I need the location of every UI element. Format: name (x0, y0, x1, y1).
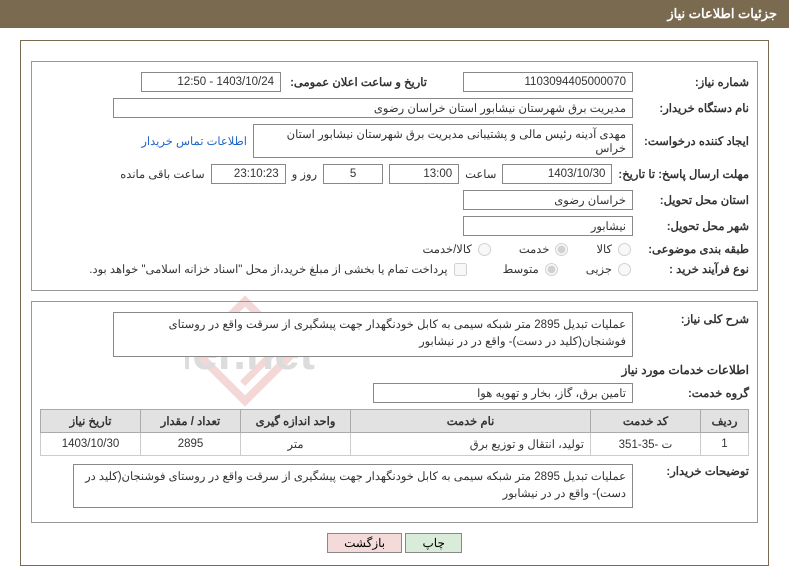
main-container: AriaTender.net شماره نیاز: 1103094405000… (20, 40, 769, 566)
overall-desc-label: شرح کلی نیاز: (639, 312, 749, 326)
process-label: نوع فرآیند خرید : (639, 262, 749, 276)
col-qty: تعداد / مقدار (141, 409, 241, 432)
days-remaining: 5 (323, 164, 383, 184)
radio-goods-service (478, 243, 491, 256)
col-unit: واحد اندازه گیری (241, 409, 351, 432)
col-code: کد خدمت (591, 409, 701, 432)
category-label: طبقه بندی موضوعی: (639, 242, 749, 256)
need-number-label: شماره نیاز: (639, 75, 749, 89)
process-minor: جزیی (586, 262, 633, 276)
cell-row: 1 (701, 432, 749, 455)
category-service: خدمت (519, 242, 571, 256)
payment-checkbox (454, 263, 467, 276)
page-title: جزئیات اطلاعات نیاز (667, 6, 777, 21)
radio-medium-label: متوسط (503, 262, 539, 276)
announce-label: تاریخ و ساعت اعلان عمومی: (287, 75, 427, 89)
province: خراسان رضوی (463, 190, 633, 210)
page-header: جزئیات اطلاعات نیاز (0, 0, 789, 28)
buyer-notes-label: توضیحات خریدار: (639, 464, 749, 478)
col-date: تاریخ نیاز (41, 409, 141, 432)
back-button[interactable]: بازگشت (327, 533, 402, 553)
col-row: ردیف (701, 409, 749, 432)
service-group-label: گروه خدمت: (639, 386, 749, 400)
service-group: تامین برق، گاز، بخار و تهویه هوا (373, 383, 633, 403)
print-button[interactable]: چاپ (405, 533, 461, 553)
radio-goods (618, 243, 631, 256)
deadline-time: 13:00 (389, 164, 459, 184)
radio-medium (545, 263, 558, 276)
radio-goods-service-label: کالا/خدمت (423, 242, 472, 256)
payment-note: پرداخت تمام یا بخشی از مبلغ خرید،از محل … (89, 262, 447, 276)
payment-note-row: پرداخت تمام یا بخشی از مبلغ خرید،از محل … (89, 262, 466, 276)
buyer-notes: عملیات تبدیل 2895 متر شبکه سیمی به کابل … (73, 464, 633, 509)
table-header-row: ردیف کد خدمت نام خدمت واحد اندازه گیری ت… (41, 409, 749, 432)
category-goods-service: کالا/خدمت (423, 242, 493, 256)
cell-date: 1403/10/30 (41, 432, 141, 455)
process-medium: متوسط (503, 262, 560, 276)
need-details-section: شماره نیاز: 1103094405000070 تاریخ و ساع… (31, 61, 758, 291)
days-and-label: روز و (292, 167, 317, 181)
services-table: ردیف کد خدمت نام خدمت واحد اندازه گیری ت… (40, 409, 749, 456)
radio-service (555, 243, 568, 256)
time-left-label: ساعت باقی مانده (120, 167, 204, 181)
cell-name: تولید، انتقال و توزیع برق (351, 432, 591, 455)
time-remaining: 23:10:23 (211, 164, 286, 184)
radio-minor (618, 263, 631, 276)
deadline-date: 1403/10/30 (502, 164, 612, 184)
announce-datetime: 1403/10/24 - 12:50 (141, 72, 281, 92)
city: نیشابور (463, 216, 633, 236)
province-label: استان محل تحویل: (639, 193, 749, 207)
services-title: اطلاعات خدمات مورد نیاز (40, 363, 749, 377)
category-goods: کالا (596, 242, 633, 256)
buyer-contact-link[interactable]: اطلاعات تماس خریدار (141, 134, 247, 148)
hour-label: ساعت (465, 167, 496, 181)
city-label: شهر محل تحویل: (639, 219, 749, 233)
requester: مهدی آدینه رئیس مالی و پشتیبانی مدیریت ب… (253, 124, 633, 158)
need-number: 1103094405000070 (463, 72, 633, 92)
radio-minor-label: جزیی (586, 262, 612, 276)
deadline-label: مهلت ارسال پاسخ: تا تاریخ: (618, 167, 749, 181)
buyer-org-label: نام دستگاه خریدار: (639, 101, 749, 115)
table-row: 1 ت -35-351 تولید، انتقال و توزیع برق مت… (41, 432, 749, 455)
requester-label: ایجاد کننده درخواست: (639, 134, 749, 148)
buyer-org: مدیریت برق شهرستان نیشابور استان خراسان … (113, 98, 633, 118)
radio-goods-label: کالا (596, 242, 612, 256)
overall-desc: عملیات تبدیل 2895 متر شبکه سیمی به کابل … (113, 312, 633, 357)
services-section: شرح کلی نیاز: عملیات تبدیل 2895 متر شبکه… (31, 301, 758, 523)
radio-service-label: خدمت (519, 242, 550, 256)
button-row: چاپ بازگشت (31, 533, 758, 553)
cell-qty: 2895 (141, 432, 241, 455)
cell-unit: متر (241, 432, 351, 455)
col-name: نام خدمت (351, 409, 591, 432)
cell-code: ت -35-351 (591, 432, 701, 455)
